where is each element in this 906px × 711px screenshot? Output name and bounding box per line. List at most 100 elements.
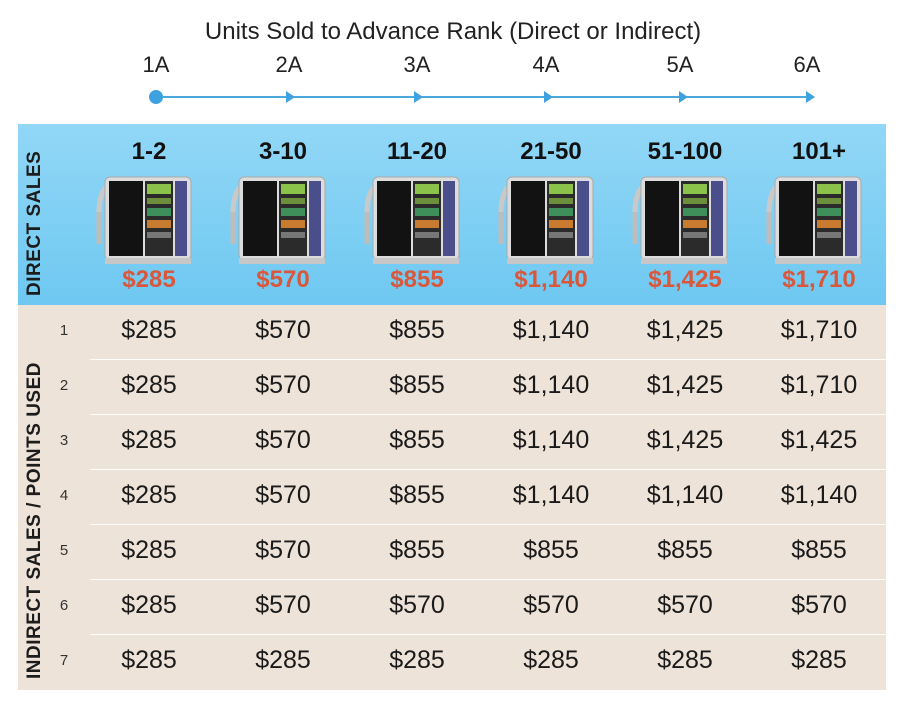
- table-row: 1 $285 $570 $855 $1,140 $1,425 $1,710: [18, 305, 886, 360]
- table-cell: $285: [121, 591, 177, 619]
- table-cell: $855: [389, 316, 445, 344]
- table-cell: $1,710: [780, 316, 858, 344]
- rank-label: 3A: [403, 52, 431, 77]
- direct-price: $570: [256, 266, 310, 293]
- direct-sales-label-wrap: DIRECT SALES: [20, 124, 50, 305]
- table-cell: $570: [657, 591, 713, 619]
- table-row: 7 $285 $285 $285 $285 $285 $285: [18, 635, 886, 690]
- rank-label: 6A: [793, 52, 821, 77]
- table-cell: $570: [255, 481, 311, 509]
- timeline-start-dot: [149, 90, 163, 104]
- table-row: 5 $285 $570 $855 $855 $855 $855: [18, 525, 886, 580]
- water-ionizer-icon: [223, 172, 343, 272]
- table-cell: $1,710: [780, 371, 858, 399]
- units-range: 51-100: [647, 138, 723, 165]
- direct-sales-column: 21-50 $1,140: [491, 124, 611, 305]
- units-range: 21-50: [520, 138, 582, 165]
- direct-price: $1,710: [782, 266, 856, 293]
- direct-sales-column: 11-20 $855: [357, 124, 477, 305]
- table-cell: $570: [523, 591, 579, 619]
- table-cell: $1,425: [646, 316, 724, 344]
- row-divider: [90, 524, 886, 525]
- table-cell: $1,140: [780, 481, 858, 509]
- arrow-right-icon: [679, 91, 688, 103]
- table-cell: $1,140: [512, 371, 590, 399]
- row-number: 5: [59, 542, 69, 559]
- direct-sales-column: 101+ $1,710: [759, 124, 879, 305]
- units-range: 11-20: [386, 138, 448, 165]
- direct-sales-column: 51-100 $1,425: [625, 124, 745, 305]
- table-cell: $570: [255, 371, 311, 399]
- row-number: 6: [59, 597, 69, 614]
- table-row: 6 $285 $570 $570 $570 $570 $570: [18, 580, 886, 635]
- table-row: 3 $285 $570 $855 $1,140 $1,425 $1,425: [18, 415, 886, 470]
- arrow-right-icon: [544, 91, 553, 103]
- rank-timeline: [155, 96, 813, 98]
- arrow-right-icon: [414, 91, 423, 103]
- table-cell: $1,425: [646, 371, 724, 399]
- arrow-right-icon: [286, 91, 295, 103]
- row-number: 1: [59, 322, 69, 339]
- indirect-sales-band: [18, 305, 886, 690]
- table-cell: $855: [657, 536, 713, 564]
- water-ionizer-icon: [759, 172, 879, 272]
- water-ionizer-icon: [357, 172, 477, 272]
- page-title: Units Sold to Advance Rank (Direct or In…: [204, 18, 702, 45]
- table-cell: $855: [389, 371, 445, 399]
- water-ionizer-icon: [89, 172, 209, 272]
- table-cell: $285: [121, 371, 177, 399]
- table-cell: $1,140: [512, 426, 590, 454]
- row-number: 3: [59, 432, 69, 449]
- water-ionizer-icon: [491, 172, 611, 272]
- water-ionizer-icon: [625, 172, 745, 272]
- row-divider: [90, 469, 886, 470]
- table-cell: $285: [389, 646, 445, 674]
- rank-label: 2A: [275, 52, 303, 77]
- table-cell: $570: [255, 426, 311, 454]
- row-divider: [90, 634, 886, 635]
- row-number: 7: [59, 652, 69, 669]
- direct-price: $1,425: [648, 266, 722, 293]
- table-cell: $855: [791, 536, 847, 564]
- table-cell: $285: [121, 316, 177, 344]
- table-cell: $1,425: [780, 426, 858, 454]
- table-cell: $285: [523, 646, 579, 674]
- table-cell: $285: [121, 481, 177, 509]
- direct-price: $1,140: [514, 266, 588, 293]
- table-cell: $285: [121, 646, 177, 674]
- table-cell: $570: [255, 536, 311, 564]
- table-cell: $570: [255, 316, 311, 344]
- direct-price: $285: [122, 266, 176, 293]
- row-number: 4: [59, 487, 69, 504]
- direct-price: $855: [390, 266, 444, 293]
- units-range: 101+: [791, 138, 847, 165]
- table-row: 2 $285 $570 $855 $1,140 $1,425 $1,710: [18, 360, 886, 415]
- table-cell: $285: [255, 646, 311, 674]
- table-cell: $855: [389, 426, 445, 454]
- table-cell: $855: [389, 536, 445, 564]
- units-range: 1-2: [131, 138, 167, 165]
- table-cell: $285: [121, 536, 177, 564]
- row-divider: [90, 359, 886, 360]
- row-divider: [90, 414, 886, 415]
- table-cell: $285: [657, 646, 713, 674]
- rank-label: 4A: [532, 52, 560, 77]
- row-number: 2: [59, 377, 69, 394]
- table-cell: $1,425: [646, 426, 724, 454]
- table-cell: $855: [389, 481, 445, 509]
- table-cell: $570: [389, 591, 445, 619]
- units-range: 3-10: [258, 138, 308, 165]
- arrow-right-icon: [806, 91, 815, 103]
- direct-sales-label: DIRECT SALES: [24, 150, 45, 296]
- rank-labels: 1A 2A 3A 4A 5A 6A: [0, 52, 906, 82]
- direct-sales-column: 3-10 $570: [223, 124, 343, 305]
- table-cell: $570: [255, 591, 311, 619]
- table-cell: $1,140: [646, 481, 724, 509]
- table-cell: $570: [791, 591, 847, 619]
- table-row: 4 $285 $570 $855 $1,140 $1,140 $1,140: [18, 470, 886, 525]
- table-cell: $285: [121, 426, 177, 454]
- row-divider: [90, 579, 886, 580]
- table-cell: $285: [791, 646, 847, 674]
- rank-label: 1A: [142, 52, 170, 77]
- table-cell: $855: [523, 536, 579, 564]
